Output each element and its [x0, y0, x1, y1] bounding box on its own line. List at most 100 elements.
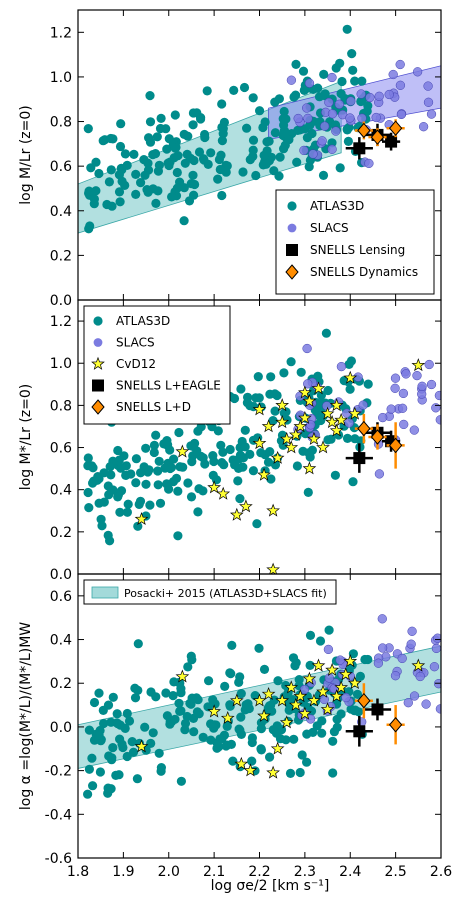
atlas3d-point: [236, 712, 246, 722]
atlas3d-point: [216, 440, 226, 450]
atlas3d-point: [173, 151, 183, 161]
atlas3d-point: [151, 692, 161, 702]
cvd12-point: [329, 423, 344, 437]
atlas3d-point: [108, 692, 118, 702]
atlas3d-point: [149, 440, 159, 450]
cvd12-point: [293, 689, 308, 703]
slacs-point: [364, 158, 374, 169]
atlas3d-point: [165, 445, 175, 455]
atlas3d-point: [143, 187, 153, 197]
legend-marker-atlas3d: [287, 201, 297, 211]
atlas3d-point: [284, 135, 294, 145]
snells-dynamics-point: [388, 120, 403, 136]
atlas3d-point: [116, 463, 126, 473]
atlas3d-point: [94, 688, 104, 698]
atlas3d-point: [98, 705, 108, 716]
y-tick-label: -0.4: [45, 807, 72, 823]
slacs-point: [304, 78, 315, 88]
atlas3d-point: [196, 114, 206, 124]
y-tick-label: -0.2: [45, 764, 72, 780]
slacs-point: [386, 404, 396, 414]
atlas3d-point: [153, 480, 163, 490]
atlas3d-point: [182, 711, 192, 722]
cvd12-point: [261, 419, 276, 433]
atlas3d-point: [188, 108, 198, 118]
atlas3d-point: [175, 706, 185, 717]
x-tick-label: 2.1: [203, 864, 225, 880]
atlas3d-point: [251, 170, 261, 181]
cvd12-point: [347, 676, 362, 690]
atlas3d-point: [289, 92, 299, 102]
atlas3d-point: [208, 695, 218, 705]
atlas3d-point: [145, 500, 155, 510]
cvd12-point: [275, 398, 290, 412]
atlas3d-point: [151, 198, 161, 208]
atlas3d-point: [289, 734, 299, 744]
atlas3d-point: [226, 669, 236, 679]
atlas3d-point: [133, 521, 143, 531]
atlas3d-point: [206, 735, 216, 745]
atlas3d-point: [89, 697, 100, 708]
slacs-point: [299, 684, 310, 695]
atlas3d-point: [216, 150, 226, 160]
snells-lensing-point: [385, 135, 398, 148]
y-tick-label: 0.6: [50, 441, 72, 457]
cvd12-point: [175, 444, 190, 458]
slacs-point: [356, 89, 366, 99]
atlas3d-point: [168, 691, 178, 701]
slacs-point: [403, 698, 413, 708]
atlas3d-point: [348, 649, 358, 659]
atlas3d-point: [279, 408, 289, 418]
y-tick-label: 0.0: [50, 293, 72, 309]
cvd12-point: [334, 680, 349, 694]
atlas3d-point: [95, 767, 105, 777]
legend-label: SNELLS Lensing: [310, 243, 405, 257]
slacs-point: [378, 412, 388, 423]
cvd12-point: [266, 765, 280, 779]
cvd12-point: [411, 358, 426, 372]
y-tick-label: 0.4: [50, 633, 72, 649]
atlas3d-point: [161, 688, 171, 698]
atlas3d-point: [250, 691, 260, 701]
atlas3d-point: [119, 451, 129, 461]
atlas3d-point: [132, 774, 142, 784]
slacs-point: [409, 691, 420, 701]
cvd12-point: [270, 450, 285, 464]
slacs-point: [293, 113, 303, 124]
atlas3d-point: [270, 128, 280, 138]
atlas3d-point: [170, 143, 180, 153]
atlas3d-point: [273, 676, 283, 686]
cvd12-point: [270, 741, 285, 755]
atlas3d-point: [150, 149, 161, 159]
y-tick-label: 0.8: [50, 398, 72, 414]
atlas3d-point: [213, 174, 223, 184]
slacs-point: [371, 112, 381, 123]
atlas3d-point: [236, 384, 246, 394]
slacs-point: [423, 81, 433, 91]
atlas3d-point: [124, 716, 135, 726]
atlas3d-point: [329, 727, 339, 737]
atlas3d-point: [247, 756, 257, 766]
atlas3d-point: [222, 721, 232, 732]
legend-label: SLACS: [310, 221, 349, 235]
atlas3d-point: [299, 85, 309, 95]
x-tick-label: 1.9: [112, 864, 134, 880]
atlas3d-point: [218, 447, 228, 457]
atlas3d-point: [272, 390, 282, 401]
atlas3d-point: [275, 152, 285, 162]
legend-box: [83, 579, 337, 605]
atlas3d-point: [326, 434, 336, 444]
atlas3d-point: [248, 135, 259, 145]
atlas3d-point: [130, 693, 141, 703]
slacs-point: [426, 379, 437, 390]
slacs-point: [377, 614, 387, 624]
atlas3d-point: [292, 157, 302, 167]
atlas3d-point: [215, 734, 225, 744]
atlas3d-point: [148, 728, 158, 738]
slacs-point: [320, 121, 330, 131]
cvd12-point: [302, 393, 317, 408]
slacs-point: [327, 144, 337, 154]
atlas3d-point: [175, 462, 185, 472]
atlas3d-point: [296, 367, 306, 377]
atlas3d-point: [321, 328, 331, 338]
